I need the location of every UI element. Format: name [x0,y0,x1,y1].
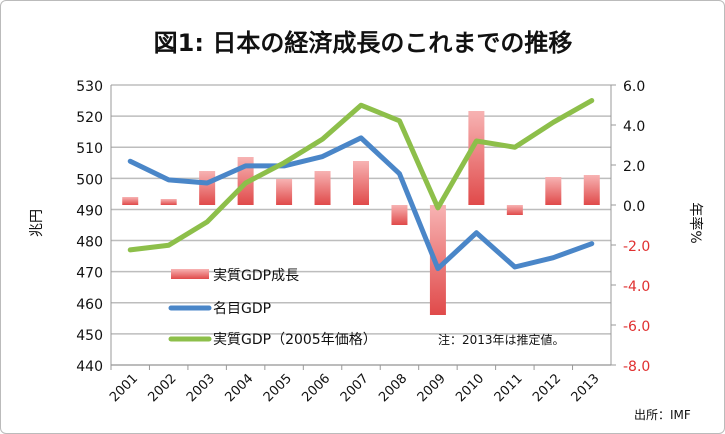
y-left-tick-label: 480 [76,235,103,251]
line-real-gdp [127,98,595,253]
x-tick-label: 2013 [569,371,603,405]
y-right-tick-label: -6.0 [623,319,650,335]
legend-label-real: 実質GDP（2005年価格） [213,332,377,348]
bar-real-growth-2012 [545,177,562,205]
bar-real-growth-2005 [276,179,293,205]
y-right-tick-label: -8.0 [623,359,650,375]
note: 注：2013年は推定値。 [438,332,565,347]
bar-real-growth-2003 [199,171,216,205]
chart-title: 図1: 日本の経済成長のこれまでの推移 [154,29,573,57]
x-tick-label: 2004 [222,371,256,405]
y-left-tick-label: 470 [76,266,103,282]
y-left-tick-label: 490 [76,203,103,219]
bar-real-growth-2002 [160,199,177,205]
x-tick-label: 2008 [376,371,410,405]
y-right-tick-label: -4.0 [623,279,650,295]
bar-real-growth-2001 [122,197,139,205]
y-right-tick-label: 0.0 [623,199,645,215]
legend-label-nominal: 名目GDP [213,301,271,317]
y-left-tick-label: 510 [76,141,103,157]
x-tick-label: 2005 [261,371,295,405]
source: 出所：IMF [634,408,691,422]
legend-label-real-growth: 実質GDP成長 [213,268,299,284]
x-tick-label: 2003 [184,371,218,405]
y-left-tick-label: 520 [76,110,103,126]
bar-real-growth-2010 [468,111,485,205]
x-tick-label: 2001 [107,371,141,405]
y-left-tick-label: 460 [76,297,103,313]
bar-real-growth-2011 [506,205,523,215]
x-tick-label: 2009 [415,371,449,405]
y-left-tick-label: 500 [76,172,103,188]
x-tick-label: 2011 [492,371,526,405]
y-axis-left-label: 兆円 [29,209,45,237]
bar-real-growth-2009 [429,205,446,315]
y-right-tick-label: 2.0 [623,159,645,175]
legend-swatch-bar [171,269,209,279]
x-tick-label: 2012 [530,371,564,405]
bar-real-growth-2007 [353,161,369,205]
x-tick-label: 2006 [299,371,333,405]
y-left-tick-label: 440 [76,359,103,375]
y-axis-right-label: 年率% [687,202,704,243]
legend: 実質GDP成長 名目GDP 実質GDP（2005年価格） [168,268,377,348]
y-right-tick-label: 4.0 [623,119,645,135]
x-tick-label: 2010 [453,371,487,405]
bar-real-growth-2008 [391,205,408,225]
line-nominal-gdp [127,135,595,272]
x-tick-label: 2007 [338,371,372,405]
bar-real-growth-2006 [314,171,331,205]
bar-real-growth-2013 [583,175,600,205]
y-left-tick-label: 450 [76,328,103,344]
y-left-tick-label: 530 [76,79,103,95]
x-tick-label: 2002 [146,371,180,405]
y-right-tick-label: 6.0 [623,79,645,95]
y-right-tick-label: -2.0 [623,239,650,255]
